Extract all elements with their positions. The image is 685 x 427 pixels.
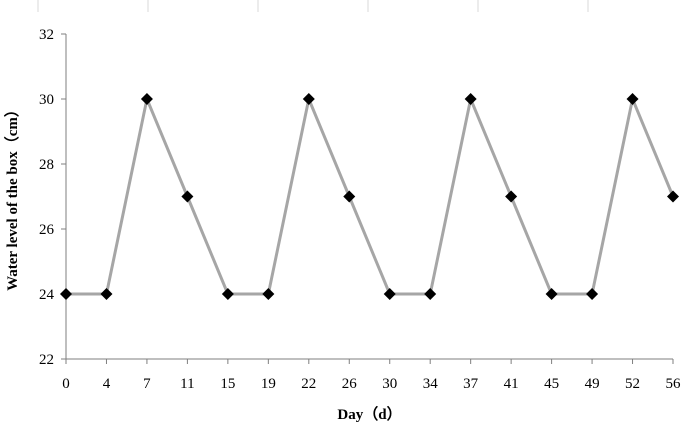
x-axis-title: Day（d） xyxy=(337,405,401,423)
data-point-marker xyxy=(100,288,113,300)
y-axis-ticks: 22 24 26 28 30 32 xyxy=(39,27,66,368)
data-point-marker xyxy=(586,288,599,300)
x-tick-label: 0 xyxy=(62,376,70,392)
x-tick-label: 11 xyxy=(180,376,194,392)
x-tick-label: 7 xyxy=(143,376,151,392)
data-point-marker xyxy=(302,93,315,105)
data-point-marker xyxy=(383,288,396,300)
x-tick-label: 45 xyxy=(544,376,559,392)
x-tick-label: 37 xyxy=(463,376,479,392)
x-tick-label: 30 xyxy=(382,376,397,392)
x-tick-label: 15 xyxy=(220,376,235,392)
series-group xyxy=(66,97,675,296)
y-tick-label: 30 xyxy=(39,92,54,108)
data-point-marker xyxy=(464,93,477,105)
x-tick-label: 4 xyxy=(103,376,111,392)
y-tick-label: 32 xyxy=(39,27,54,43)
y-tick-label: 28 xyxy=(39,157,54,173)
x-tick-label: 19 xyxy=(261,376,276,392)
x-tick-label: 41 xyxy=(504,376,519,392)
data-point-marker xyxy=(505,190,518,203)
x-tick-label: 49 xyxy=(585,376,600,392)
data-point-marker xyxy=(140,93,153,105)
axes xyxy=(65,34,673,360)
y-tick-label: 22 xyxy=(39,352,54,368)
data-point-marker xyxy=(262,288,275,300)
y-axis-title: Water level of the box（cm） xyxy=(3,102,21,291)
data-point-marker xyxy=(60,288,72,300)
data-point-marker xyxy=(221,288,234,300)
data-point-marker xyxy=(424,288,437,300)
data-point-marker xyxy=(545,288,558,300)
data-point-marker xyxy=(667,190,679,203)
x-axis-ticks: 0 4 7 11 15 19 22 26 30 34 37 41 45 49 52 56 xyxy=(62,359,681,392)
series-line xyxy=(66,97,675,296)
x-tick-label: 34 xyxy=(423,376,439,392)
top-border-ticks xyxy=(37,0,589,12)
data-point-marker xyxy=(181,190,194,203)
x-tick-label: 22 xyxy=(301,376,316,392)
x-tick-label: 26 xyxy=(342,376,358,392)
data-point-marker xyxy=(626,93,639,105)
data-point-marker xyxy=(343,190,356,203)
x-tick-label: 52 xyxy=(625,376,640,392)
y-tick-label: 24 xyxy=(39,287,55,303)
data-markers xyxy=(60,93,679,300)
x-tick-label: 56 xyxy=(666,376,682,392)
y-tick-label: 26 xyxy=(39,222,55,238)
